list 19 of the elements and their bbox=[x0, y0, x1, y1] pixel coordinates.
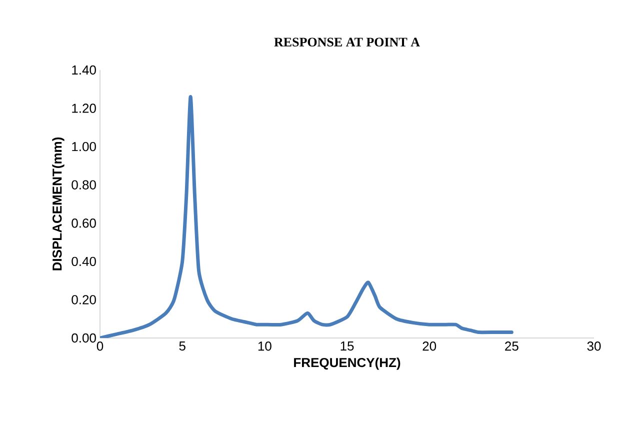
y-tick-label: 1.00 bbox=[72, 142, 96, 152]
x-axis-title: FREQUENCY(HZ) bbox=[294, 358, 400, 370]
y-tick-label: 0.80 bbox=[72, 180, 96, 190]
y-tick-label: 0.60 bbox=[72, 218, 96, 228]
x-tick-label: 30 bbox=[587, 342, 601, 351]
chart-title: RESPONSE AT POINT A bbox=[274, 38, 420, 46]
x-tick-label: 20 bbox=[422, 342, 436, 351]
y-tick-label: 0.00 bbox=[72, 333, 96, 343]
x-tick-label: 5 bbox=[179, 342, 186, 351]
y-tick-label: 0.20 bbox=[72, 295, 96, 304]
x-tick-label: 0 bbox=[96, 342, 104, 351]
y-tick-label: 1.40 bbox=[72, 65, 96, 75]
line-series bbox=[100, 95, 514, 338]
y-tick-label: 1.20 bbox=[72, 104, 96, 113]
x-tick-label: 25 bbox=[505, 342, 518, 351]
y-tick-label: 0.40 bbox=[72, 256, 96, 266]
x-tick-label: 10 bbox=[258, 342, 272, 351]
x-tick-label: 15 bbox=[340, 342, 354, 351]
y-axis-title: DISPLACEMENT(mm) bbox=[52, 137, 64, 270]
